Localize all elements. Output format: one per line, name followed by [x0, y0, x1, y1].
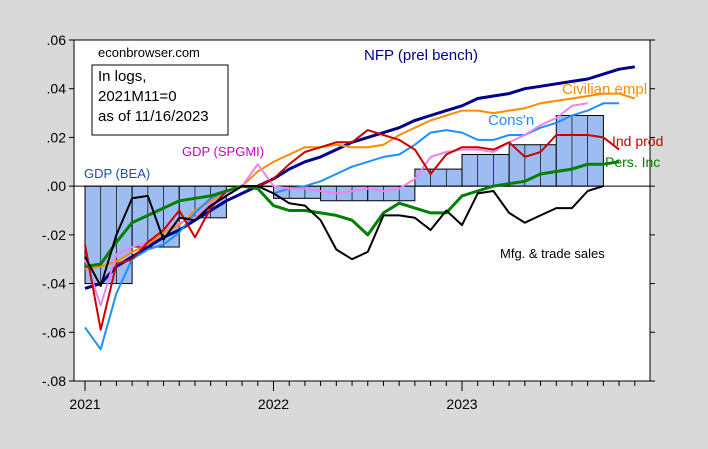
gdp-bea-bar: [320, 185, 369, 202]
label-pers-inc: Pers. Inc: [605, 154, 660, 170]
gdp-bea-bar: [414, 168, 463, 187]
x-axis: 2021 2022 2023: [69, 381, 636, 412]
note-line-1: In logs,: [98, 68, 146, 85]
label-consn: Cons'n: [488, 112, 534, 129]
y-tick-label: -.06: [42, 324, 66, 340]
label-nfp: NFP (prel bench): [364, 47, 478, 64]
gdp-bea-bar: [508, 144, 557, 187]
series-line-ind-prod: [84, 129, 620, 331]
y-tick-label: .06: [47, 32, 67, 48]
series-line-nfp-prel-bench: [84, 65, 636, 290]
source-label: econbrowser.com: [98, 45, 200, 60]
label-gdp-spgmi: GDP (SPGMI): [182, 144, 264, 159]
y-tick-label: -.08: [42, 373, 66, 389]
label-ind-prod: Ind prod: [612, 133, 663, 149]
y-tick-label: .04: [47, 81, 67, 97]
note-line-2: 2021M11=0: [98, 88, 177, 105]
label-mfg-trade-sales: Mfg. & trade sales: [500, 246, 605, 261]
note-box: [91, 64, 229, 136]
y-axis: .06 .04 .02 .00 -.02 -.04 -.06 -.08: [42, 32, 655, 389]
x-tick-label: 2021: [69, 396, 100, 412]
series-line-pers-inc: [84, 160, 620, 268]
y-tick-label: -.02: [42, 227, 66, 243]
gdp-bea-bar: [367, 185, 416, 202]
label-civilian-empl: Civilian empl: [562, 81, 647, 98]
label-gdp-bea: GDP (BEA): [84, 166, 150, 181]
series-lines: [84, 65, 636, 351]
y-tick-label: .02: [47, 129, 67, 145]
series-line-mfg-trade-sales: [84, 185, 604, 287]
gdp-bea-bar: [461, 153, 510, 187]
series-line-civilian-empl: [84, 92, 636, 270]
note-line-3: as of 11/16/2023: [98, 108, 209, 125]
x-tick-label: 2022: [258, 396, 289, 412]
x-tick-label: 2023: [446, 396, 477, 412]
gdp-bea-bar: [555, 115, 604, 187]
y-tick-label: -.04: [42, 276, 66, 292]
y-tick-label: .00: [47, 178, 67, 194]
